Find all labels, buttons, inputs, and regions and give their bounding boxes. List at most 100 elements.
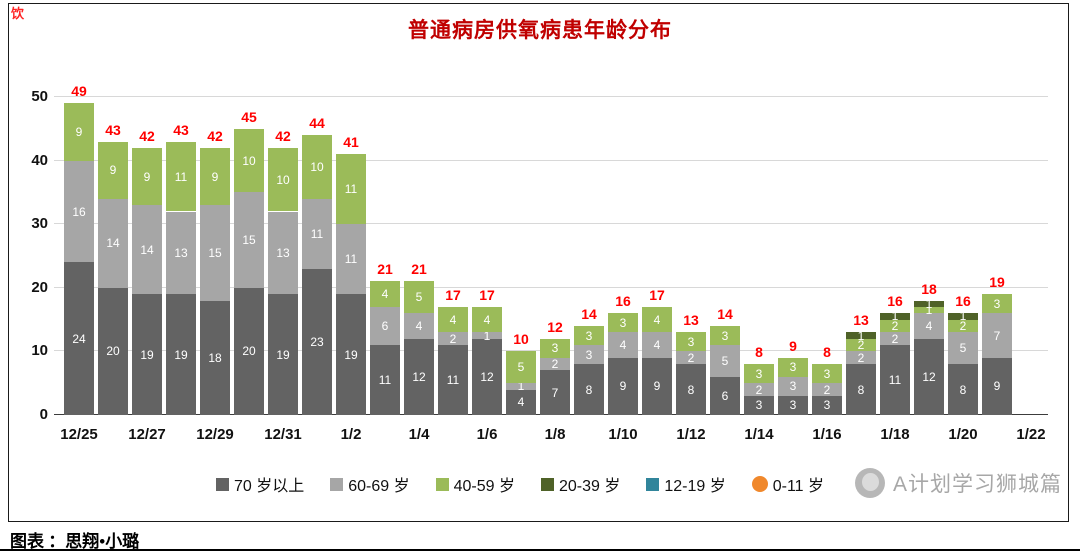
x-tick-label: 1/10: [608, 426, 638, 443]
bar-1/4: 12 4 5 21: [402, 97, 436, 415]
bar-total-label: 14: [581, 305, 597, 322]
bar-1/13: 6 5 3 14: [708, 97, 742, 415]
legend-item-1: 70 岁以上: [215, 472, 304, 496]
bar-segment: 6: [710, 376, 740, 415]
segment-value-label: 16: [72, 204, 86, 219]
segment-value-label: 3: [755, 398, 763, 413]
x-tick-label: 12/27: [128, 426, 166, 443]
bar-total-label: 42: [207, 127, 223, 144]
legend-label: 20-39 岁: [558, 478, 621, 495]
x-tick-label: 1/4: [408, 426, 430, 443]
segment-value-label: 3: [687, 334, 695, 349]
bar-segment: 1: [472, 330, 502, 342]
bar-segment: 4: [472, 306, 502, 333]
bar-segment: 3: [744, 364, 774, 384]
gridline: [54, 286, 1048, 288]
bar-total-label: 42: [139, 127, 155, 144]
bar-segment: 24: [64, 262, 94, 415]
legend-swatch-icon: [751, 476, 768, 492]
bar-segment: 8: [676, 364, 706, 415]
segment-value-label: 1: [857, 328, 865, 343]
segment-value-label: 3: [789, 398, 797, 413]
bar-segment: 3: [574, 345, 604, 365]
bar-segment: 2: [812, 383, 842, 396]
bar-segment: 9: [200, 147, 230, 206]
x-tick-label: 1/8: [544, 426, 566, 443]
bar-12/29: 18 15 9 42: [198, 97, 232, 415]
bar-segment: 4: [608, 332, 638, 358]
segment-value-label: 4: [925, 318, 933, 333]
segment-value-label: 1: [925, 303, 933, 318]
bar-segment: 9: [98, 141, 128, 199]
bar-segment: 9: [608, 357, 638, 415]
segment-value-label: 6: [381, 318, 389, 333]
bar-segment: 2: [540, 357, 570, 371]
segment-value-label: 20: [242, 344, 256, 359]
bar-segment: 3: [540, 338, 570, 358]
watermark-text: A计划学习狮城篇: [892, 473, 1062, 496]
x-tick-label: 1/2: [340, 426, 362, 443]
segment-value-label: 12: [412, 369, 426, 384]
bar-segment: 8: [574, 364, 604, 415]
bar-segment: 3: [608, 313, 638, 333]
bar-segment: 6: [370, 306, 400, 346]
x-tick-label: 1/20: [948, 426, 978, 443]
caption: 图表 ：思翔•小璐: [10, 532, 140, 551]
bar-segment: 5: [404, 281, 434, 314]
bar-segment: 16: [64, 160, 94, 263]
segment-value-label: 10: [310, 159, 324, 174]
bar-segment: 9: [642, 357, 672, 415]
bar-total-label: 21: [377, 261, 393, 278]
segment-value-label: 10: [276, 172, 290, 187]
bar-segment: 10: [268, 147, 298, 212]
bar-segment: 15: [234, 192, 264, 288]
segment-value-label: 4: [449, 312, 457, 327]
bar-segment: 12: [404, 338, 434, 415]
bar-segment: 4: [914, 313, 944, 339]
bar-segment: 3: [778, 395, 808, 415]
segment-value-label: 1: [925, 296, 933, 311]
bar-total-label: 49: [71, 83, 87, 100]
bar-segment: 19: [268, 294, 298, 415]
segment-value-label: 11: [174, 169, 188, 184]
bar-segment: 4: [642, 306, 672, 333]
bar-segment: 13: [268, 211, 298, 295]
y-tick-label: 20: [31, 278, 48, 296]
segment-value-label: 13: [174, 245, 188, 260]
bar-1/1: 23 11 10 44: [300, 97, 334, 415]
bar-segment: 2: [744, 383, 774, 396]
segment-value-label: 5: [415, 290, 423, 305]
segment-value-label: 2: [857, 338, 865, 353]
bar-total-label: 42: [275, 127, 291, 144]
segment-value-label: 3: [585, 328, 593, 343]
segment-value-label: 8: [585, 382, 593, 397]
bar-total-label: 13: [683, 312, 699, 329]
segment-value-label: 9: [993, 379, 1001, 394]
bar-segment: 19: [166, 294, 196, 415]
bar-segment: 11: [438, 345, 468, 415]
bar-segment: 19: [336, 294, 366, 415]
segment-value-label: 7: [551, 385, 559, 400]
legend-swatch-icon: [330, 477, 344, 491]
gridline: [54, 159, 1048, 161]
bar-total-label: 17: [445, 286, 461, 303]
segment-value-label: 19: [174, 347, 188, 362]
bar-segment: 13: [166, 211, 196, 295]
bar-segment: 7: [982, 313, 1012, 358]
bar-segment: 18: [200, 300, 230, 415]
segment-value-label: 2: [449, 331, 457, 346]
bar-1/17: 8 2 2 1 13: [844, 97, 878, 415]
segment-value-label: 9: [653, 379, 661, 394]
bar-segment: 2: [438, 331, 468, 346]
bar-segment: 11: [166, 141, 196, 212]
segment-value-label: 3: [823, 398, 831, 413]
bar-total-label: 44: [309, 115, 325, 132]
bar-12/25: 24 16 9 49: [62, 84, 96, 415]
segment-value-label: 1: [483, 328, 491, 343]
segment-value-label: 4: [517, 395, 525, 410]
bar-total-label: 16: [887, 293, 903, 310]
bar-1/20: 8 5 2 1 16: [946, 97, 980, 415]
bar-12/30: 20 15 10 45: [232, 97, 266, 415]
watermark: A计划学习狮城篇: [854, 468, 1062, 498]
